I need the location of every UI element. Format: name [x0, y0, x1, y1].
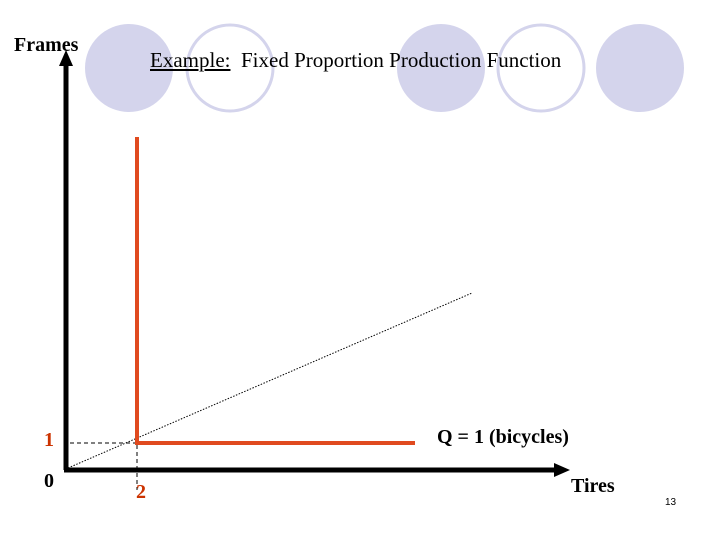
decorative-circles	[85, 23, 684, 113]
decor-circle-outline-2	[496, 23, 586, 113]
decor-circle-filled-2	[397, 24, 485, 112]
isoquant-label: Q = 1 (bicycles)	[437, 426, 569, 448]
title-rest: Fixed Proportion Production Function	[230, 48, 562, 72]
isoquant	[135, 137, 415, 445]
decor-circle-outline-1	[185, 23, 275, 113]
y-axis-arrow-icon	[59, 50, 73, 66]
origin-label: 0	[44, 470, 54, 492]
decor-circle-filled-1	[85, 24, 173, 112]
axes	[59, 50, 570, 477]
page-number: 13	[665, 497, 677, 508]
y-tick-one: 1	[44, 429, 54, 451]
title-prefix: Example:	[150, 48, 231, 72]
slide-title: Example: Fixed Proportion Production Fun…	[150, 50, 561, 71]
y-axis-label: Frames	[14, 34, 79, 56]
x-axis-label: Tires	[571, 475, 615, 497]
decor-circle-filled-3	[596, 24, 684, 112]
x-axis-arrow-icon	[554, 463, 570, 477]
x-tick-two: 2	[136, 481, 146, 503]
